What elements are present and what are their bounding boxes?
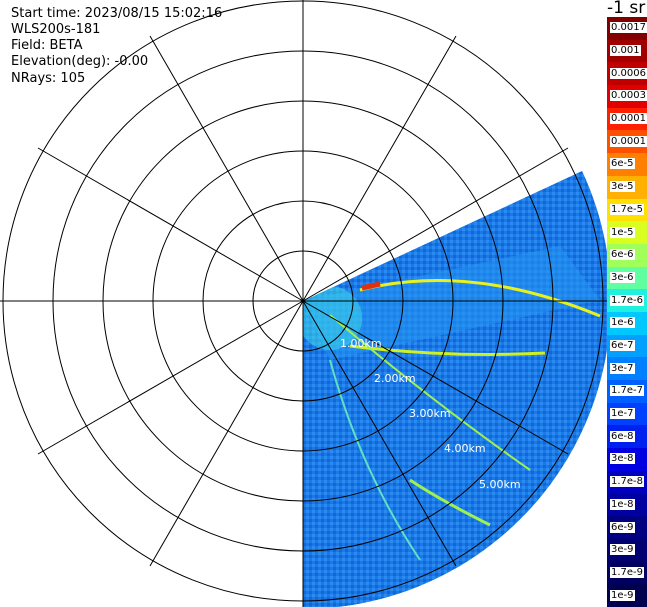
colorbar-tick-label: 3e-6 [610, 271, 635, 283]
echo-line-5 [409, 478, 491, 527]
start-time-label: Start time: 2023/08/15 15:02:16 [11, 6, 223, 21]
colorbar-tick-label: 3e-9 [610, 544, 635, 556]
colorbar-segment: 6e-9 [607, 516, 647, 540]
colorbar-tick-label: 6e-7 [610, 340, 635, 352]
elevation-label: Elevation(deg): -0.00 [11, 54, 149, 69]
polar-grid [0, 0, 609, 607]
range-label-1km: 1.00km [340, 337, 382, 350]
colorbar-segment: 3e-7 [607, 357, 647, 382]
azimuth-line [149, 35, 304, 302]
colorbar-tick-label: 1e-8 [610, 498, 635, 510]
range-labels: 1.00km 2.00km 3.00km 4.00km 5.00km [340, 337, 521, 491]
range-label-4km: 4.00km [444, 442, 486, 455]
colorbar-tick-label: 0.0001 [610, 135, 647, 147]
colorbar-segment: 1.7e-9 [607, 561, 647, 586]
colorbar-segment: 6e-8 [607, 425, 647, 450]
azimuth-line [302, 300, 569, 455]
colorbar: 0.0017 0.001 0.0006 0.0003 0.00017 0.0001 6e-5… [607, 17, 647, 607]
azimuth-line [149, 300, 304, 567]
colorbar-segment: 3e-8 [607, 448, 647, 472]
colorbar-segment: 0.00017 [607, 107, 647, 132]
colorbar-segment: 6e-6 [607, 243, 647, 268]
colorbar-segment: 1e-7 [607, 402, 647, 427]
colorbar-segment: 3e-9 [607, 538, 647, 563]
colorbar-segment: 1e-8 [607, 493, 647, 518]
range-label-2km: 2.00km [374, 372, 416, 385]
echo-line-4 [329, 359, 421, 561]
colorbar-segment: 6e-5 [607, 153, 647, 177]
echo-hotspot [361, 281, 381, 291]
colorbar-tick-label: 6e-5 [610, 158, 635, 170]
echo-line-2 [349, 344, 546, 356]
near-field-echo [303, 286, 362, 350]
instrument-label: WLS200s-181 [11, 22, 101, 37]
field-label: Field: BETA [11, 38, 83, 53]
colorbar-segment: 0.001 [607, 39, 647, 64]
colorbar-tick-label: 0.001 [610, 45, 641, 57]
colorbar-segment: 1.7e-5 [607, 198, 647, 223]
colorbar-tick-label: 0.0003 [610, 90, 647, 102]
colorbar-tick-label: 0.0006 [610, 67, 647, 79]
colorbar-segment: 3e-6 [607, 266, 647, 291]
colorbar-tick-label: 1e-5 [610, 226, 635, 238]
colorbar-tick-label: 1.7e-7 [610, 385, 645, 397]
colorbar-unit: -1 sr [607, 0, 646, 18]
colorbar-tick-label: 6e-8 [610, 430, 635, 442]
azimuth-line [37, 300, 304, 455]
colorbar-tick-label: 1.7e-5 [610, 203, 645, 215]
azimuth-line [302, 147, 569, 302]
colorbar-tick-label: 1e-6 [610, 317, 635, 329]
colorbar-segment: 1.7e-6 [607, 289, 647, 313]
azimuth-line [302, 35, 457, 302]
colorbar-segment: 0.0001 [607, 130, 647, 155]
range-label-3km: 3.00km [409, 407, 451, 420]
colorbar-tick-label: 1.7e-8 [610, 476, 645, 488]
colorbar-segment: 0.0017 [607, 17, 647, 41]
colorbar-tick-label: 6e-6 [610, 249, 635, 261]
range-label-5km: 5.00km [479, 478, 521, 491]
colorbar-segment: 0.0003 [607, 85, 647, 109]
colorbar-tick-label: 1e-9 [610, 589, 635, 601]
colorbar-segment: 1.7e-8 [607, 470, 647, 495]
colorbar-segment: 1e-6 [607, 312, 647, 336]
colorbar-tick-label: 3e-5 [610, 181, 635, 193]
nrays-label: NRays: 105 [11, 71, 86, 86]
colorbar-segment: 1e-5 [607, 221, 647, 245]
colorbar-tick-label: 0.0017 [610, 22, 647, 34]
colorbar-segment: 6e-7 [607, 334, 647, 359]
colorbar-tick-label: 1.7e-9 [610, 566, 645, 578]
colorbar-segment: 0.0006 [607, 62, 647, 87]
colorbar-segment: 1.7e-7 [607, 380, 647, 404]
colorbar-tick-label: 3e-7 [610, 362, 635, 374]
azimuth-line [302, 300, 457, 567]
echo-line-3 [329, 314, 531, 471]
azimuth-line [37, 147, 304, 302]
colorbar-segment: 3e-5 [607, 175, 647, 200]
colorbar-tick-label: 6e-9 [610, 521, 635, 533]
colorbar-tick-label: 3e-8 [610, 453, 635, 465]
colorbar-tick-label: 1e-7 [610, 408, 635, 420]
near-range-echo [303, 246, 600, 360]
colorbar-segment: 1e-9 [607, 584, 647, 607]
colorbar-tick-label: 1.7e-6 [610, 294, 645, 306]
backscatter-field [303, 170, 611, 607]
colorbar-tick-label: 0.00017 [610, 113, 647, 125]
echo-line-1 [359, 279, 601, 318]
